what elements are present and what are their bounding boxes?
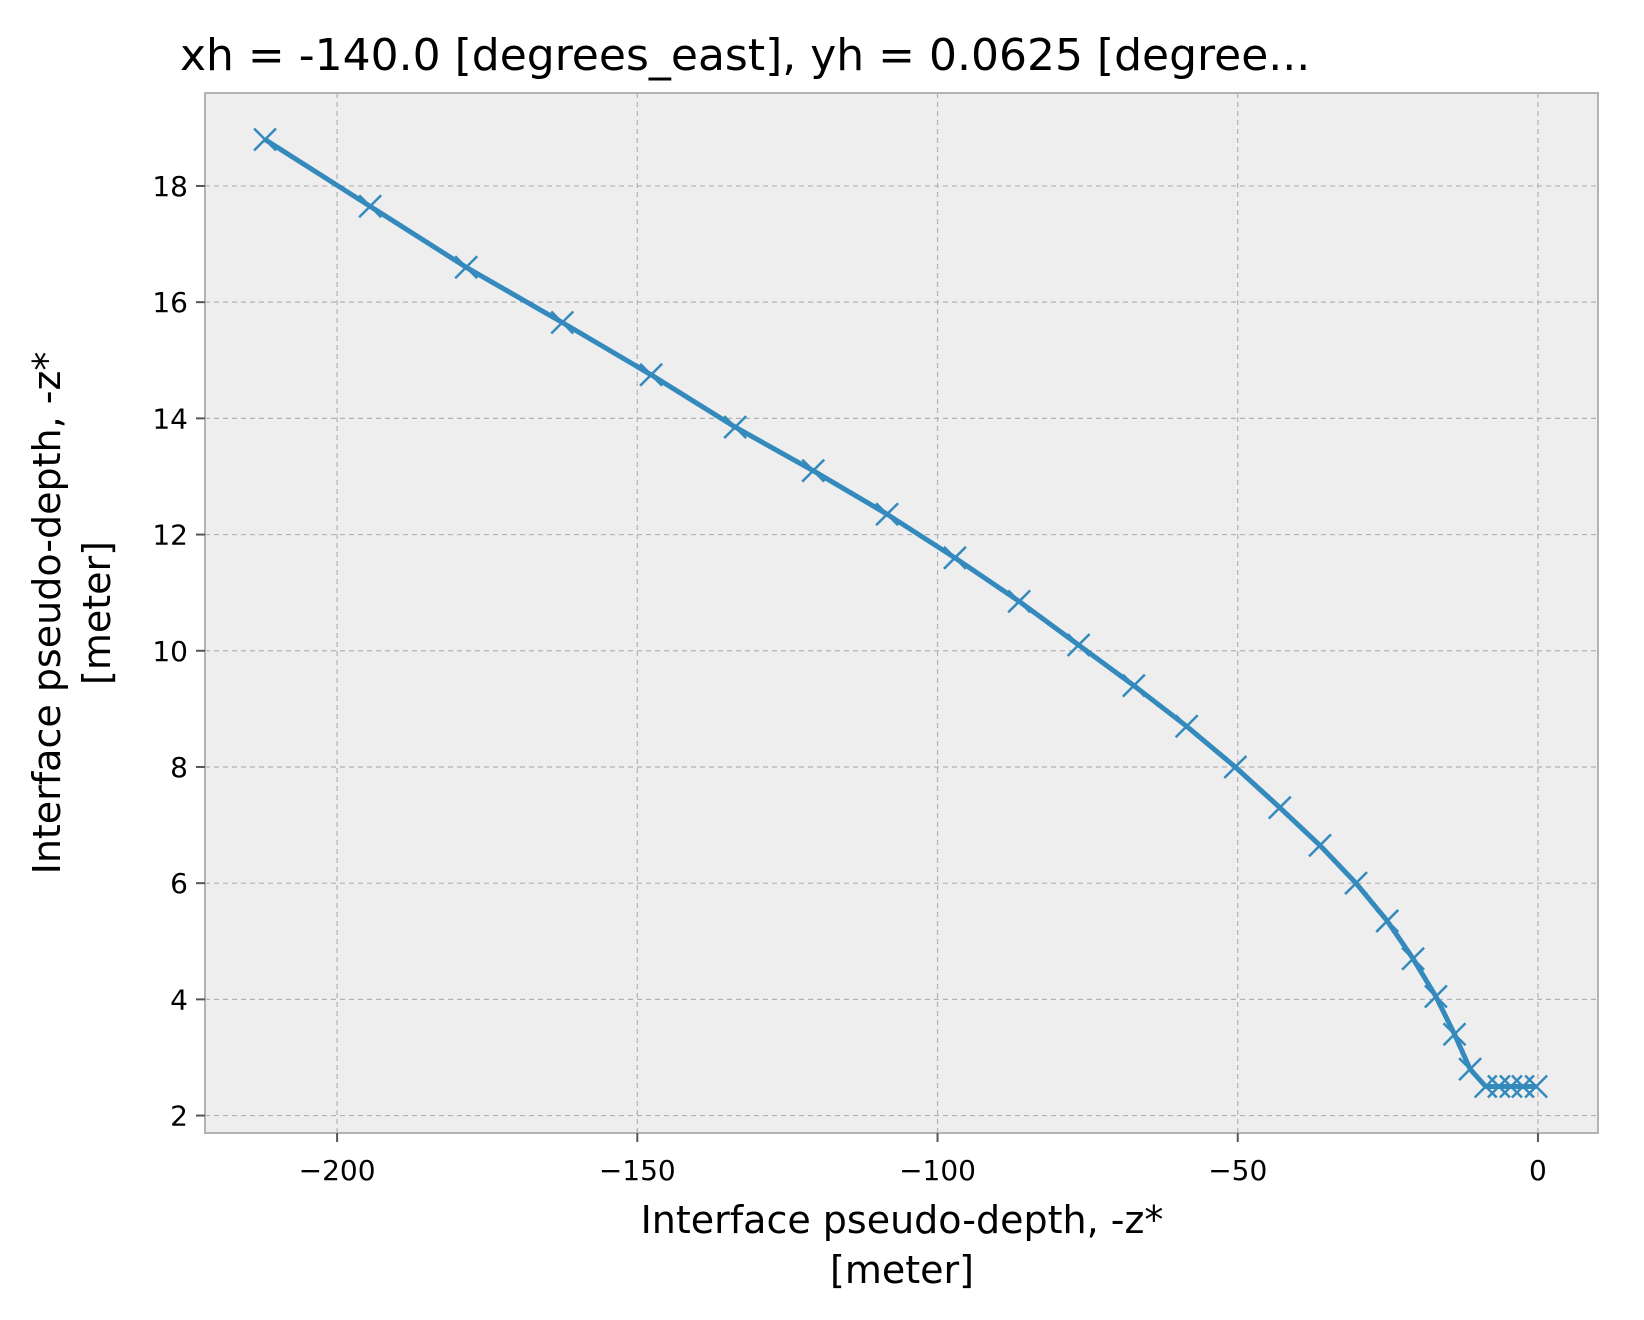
y-tick-label: 12 [152, 519, 188, 552]
data-point-marker [801, 458, 826, 483]
x-axis-label: Interface pseudo-depth, -z* [641, 1198, 1164, 1242]
data-point-marker [358, 194, 383, 219]
data-point-marker [1308, 833, 1332, 858]
y-axis-label: Interface pseudo-depth, -z* [25, 352, 69, 875]
data-point-marker [1174, 714, 1199, 739]
plot-frame [204, 92, 1599, 1134]
data-point-marker [1007, 589, 1032, 614]
y-tick-label: 8 [170, 751, 188, 784]
data-point-marker [1223, 755, 1248, 779]
data-point-marker [1066, 633, 1091, 657]
x-tick-label: 0 [1529, 1154, 1547, 1187]
x-tick-label: −150 [599, 1154, 676, 1187]
plot-area [205, 93, 1598, 1133]
y-tick-label: 6 [170, 867, 188, 900]
data-point-marker [943, 545, 967, 570]
data-point-marker [875, 502, 899, 527]
x-tick-label: −200 [299, 1154, 376, 1187]
y-tick-label: 18 [152, 170, 188, 203]
marker-layer [253, 127, 1549, 1099]
y-tick-label: 14 [152, 402, 188, 435]
chart-title: xh = -140.0 [degrees_east], yh = 0.0625 … [180, 30, 1310, 81]
y-tick-label: 10 [152, 635, 188, 668]
data-point-marker [1344, 871, 1368, 896]
data-point-marker [1524, 1074, 1549, 1099]
data-point-marker [1375, 909, 1400, 933]
grid [205, 93, 1598, 1133]
data-point-marker [1487, 1074, 1511, 1099]
data-point-marker [253, 127, 277, 152]
data-point-marker [1458, 1057, 1482, 1081]
y-tick-label: 2 [170, 1100, 188, 1133]
data-point-marker [723, 415, 748, 439]
data-point-marker [1401, 946, 1425, 971]
ticks: −200 −150 −100 −50 0 2 4 6 8 10 12 14 16 18 [152, 170, 1547, 1187]
data-point-marker [1121, 673, 1146, 698]
data-point-marker [1442, 1022, 1467, 1047]
x-tick-label: −50 [1208, 1154, 1267, 1187]
y-tick-label: 4 [170, 983, 188, 1016]
data-point-marker [639, 362, 664, 387]
y-axis-unit: [meter] [75, 541, 119, 685]
data-point-marker [1267, 795, 1292, 820]
data-point-marker [1499, 1074, 1523, 1099]
data-point-marker [550, 310, 575, 335]
x-tick-label: −100 [899, 1154, 976, 1187]
y-tick-label: 16 [152, 286, 188, 319]
x-axis-unit: [meter] [830, 1248, 974, 1292]
data-point-marker [1423, 984, 1448, 1009]
data-point-marker [454, 255, 479, 280]
